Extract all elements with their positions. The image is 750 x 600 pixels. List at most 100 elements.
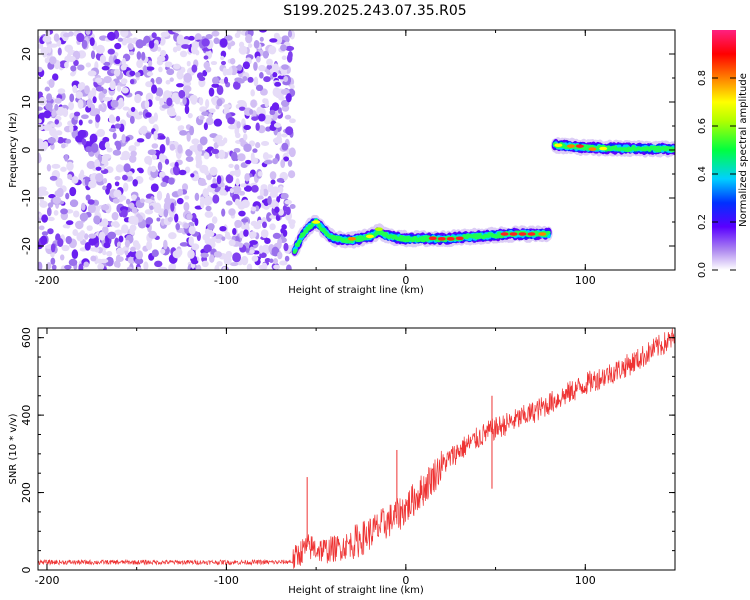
- noise-blob: [205, 98, 210, 109]
- noise-blob: [164, 91, 173, 97]
- noise-blob: [223, 76, 229, 85]
- noise-blob: [130, 106, 136, 113]
- noise-blob: [145, 112, 152, 118]
- noise-blob: [259, 36, 264, 42]
- noise-blob: [105, 256, 114, 267]
- noise-blob: [273, 122, 282, 128]
- noise-blob: [125, 198, 131, 205]
- noise-blob: [156, 217, 161, 222]
- noise-blob: [115, 115, 121, 122]
- noise-blob: [79, 212, 89, 222]
- noise-blob: [203, 152, 210, 160]
- noise-blob: [141, 51, 146, 61]
- noise-blob: [276, 177, 285, 183]
- noise-blob: [47, 228, 54, 235]
- noise-blob: [60, 208, 68, 215]
- noise-blob: [115, 254, 121, 264]
- signal-peak: [428, 236, 437, 241]
- noise-blob: [283, 156, 290, 162]
- noise-blob: [269, 109, 276, 115]
- noise-blob: [216, 261, 223, 267]
- noise-blob: [164, 158, 170, 165]
- noise-blob: [201, 38, 210, 47]
- signal-cell: [309, 223, 314, 228]
- noise-blob: [71, 175, 79, 184]
- noise-blob: [144, 155, 153, 165]
- colorbar-label: Normalized spectral amplitude: [738, 73, 749, 227]
- noise-blob: [185, 156, 194, 163]
- noise-blob: [86, 225, 93, 232]
- noise-blob: [196, 158, 203, 167]
- noise-blob: [166, 97, 173, 107]
- noise-blob: [69, 199, 79, 208]
- noise-blob: [145, 81, 153, 88]
- noise-blob: [151, 249, 159, 257]
- noise-blob: [45, 102, 53, 110]
- noise-blob: [99, 258, 109, 264]
- noise-blob: [215, 233, 224, 241]
- noise-blob: [274, 81, 282, 87]
- noise-blob: [203, 122, 208, 131]
- noise-blob: [89, 110, 99, 117]
- noise-blob: [284, 199, 292, 205]
- noise-blob: [95, 166, 102, 171]
- noise-blob: [244, 173, 250, 182]
- noise-blob: [255, 142, 261, 149]
- noise-blob: [184, 195, 190, 200]
- noise-blob: [228, 239, 236, 247]
- noise-blob: [38, 66, 43, 73]
- noise-blob: [188, 35, 195, 41]
- noise-blob: [249, 109, 254, 115]
- noise-blob: [188, 225, 196, 235]
- noise-blob: [54, 119, 60, 125]
- noise-blob: [281, 224, 287, 230]
- noise-blob: [68, 258, 78, 267]
- noise-blob: [102, 177, 108, 184]
- noise-blob: [135, 39, 144, 49]
- noise-blob: [168, 232, 177, 240]
- noise-blob: [120, 64, 127, 71]
- noise-blob: [49, 127, 57, 137]
- noise-blob: [198, 181, 207, 186]
- noise-blob: [159, 143, 166, 154]
- y-tick-label: 0: [20, 567, 33, 574]
- noise-blob: [103, 75, 112, 84]
- noise-blob: [263, 76, 271, 83]
- noise-blob: [174, 213, 179, 223]
- noise-blob: [234, 164, 240, 171]
- colorbar-tick-label: 0.4: [697, 166, 708, 182]
- noise-blob: [169, 77, 174, 82]
- noise-blob: [255, 84, 264, 92]
- noise-blob: [104, 141, 110, 149]
- noise-blob: [289, 118, 296, 124]
- noise-blob: [245, 34, 253, 44]
- noise-blob: [62, 224, 70, 229]
- x-tick-label: 100: [575, 274, 596, 287]
- noise-blob: [186, 213, 193, 221]
- noise-blob: [92, 96, 97, 104]
- noise-blob: [94, 247, 100, 253]
- noise-blob: [112, 132, 117, 140]
- noise-blob: [259, 187, 264, 198]
- spectrogram-x-label: Height of straight line (km): [288, 285, 424, 296]
- noise-blob: [234, 219, 242, 229]
- noise-blob: [232, 80, 241, 90]
- noise-blob: [250, 157, 259, 164]
- x-tick-label: 0: [402, 274, 409, 287]
- noise-blob: [222, 191, 228, 196]
- noise-blob: [176, 83, 184, 88]
- noise-blob: [158, 66, 163, 73]
- noise-blob: [148, 116, 156, 125]
- noise-blob: [241, 199, 250, 208]
- signal-cell: [582, 147, 587, 151]
- noise-blob: [128, 250, 138, 258]
- noise-blob: [242, 76, 248, 82]
- noise-blob: [269, 258, 274, 263]
- noise-blob: [178, 125, 185, 131]
- noise-blob: [149, 205, 154, 210]
- noise-blob: [244, 222, 250, 231]
- noise-blob: [106, 182, 112, 190]
- noise-blob: [91, 87, 97, 98]
- noise-blob: [38, 186, 47, 192]
- noise-blob: [117, 37, 124, 42]
